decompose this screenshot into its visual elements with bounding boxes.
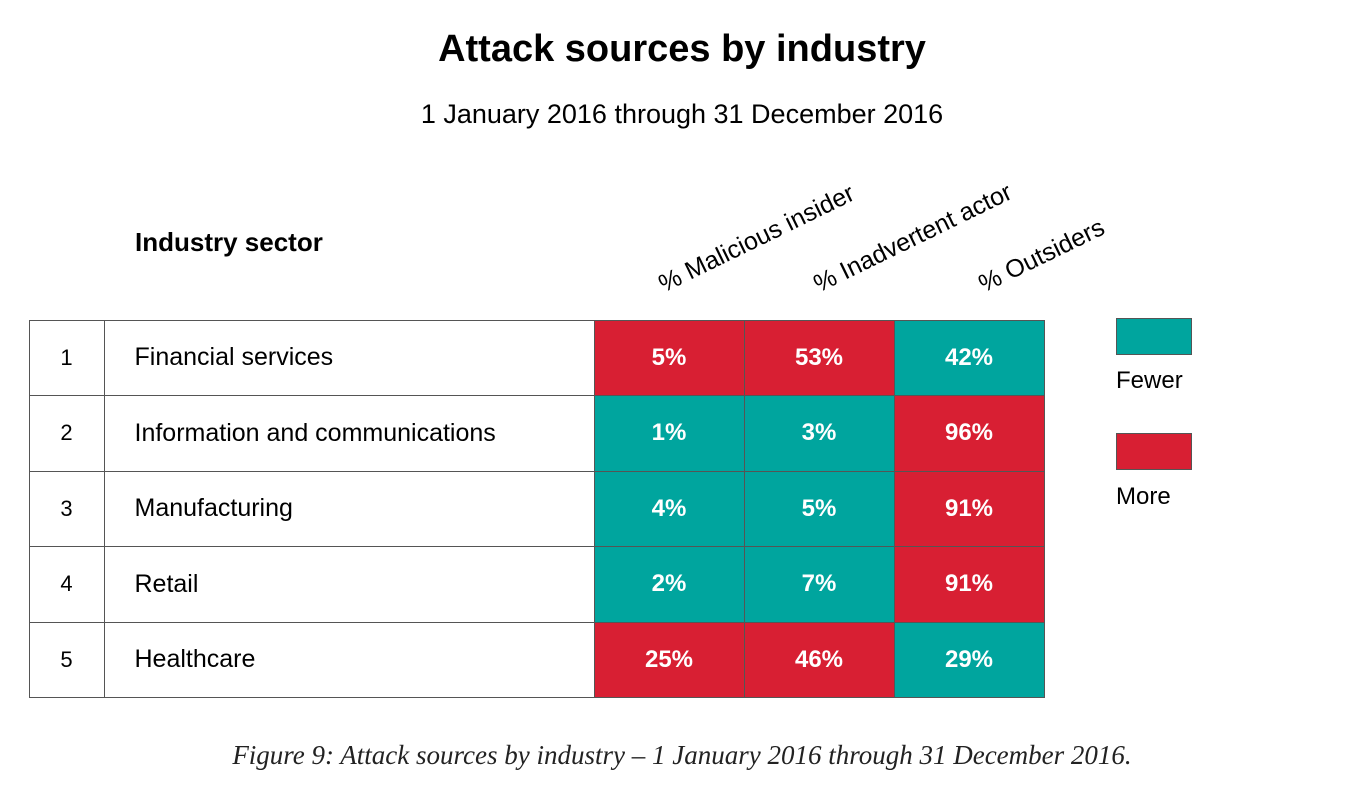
value-cell: 25% (593, 621, 745, 698)
value-cell: 5% (743, 470, 895, 547)
value-cell: 2% (593, 546, 745, 623)
value-cell: 91% (893, 470, 1045, 547)
legend-swatch-fewer (1116, 318, 1192, 355)
value-cell: 96% (893, 395, 1045, 472)
chart-title: Attack sources by industry (438, 28, 926, 70)
rank-cell: 4 (28, 546, 105, 623)
value-cell: 53% (743, 319, 895, 396)
value-cell: 91% (893, 546, 1045, 623)
value-cell: 1% (593, 395, 745, 472)
table-row: 4 Retail 2% 7% 91% (28, 546, 1045, 623)
legend-label-more: More (1116, 483, 1171, 510)
sector-cell: Information and communications (103, 395, 595, 472)
table-row: 1 Financial services 5% 53% 42% (28, 319, 1045, 396)
sector-cell: Retail (103, 546, 595, 623)
table-row: 5 Healthcare 25% 46% 29% (28, 621, 1045, 698)
value-cell: 4% (593, 470, 745, 547)
value-cell: 7% (743, 546, 895, 623)
table-row: 2 Information and communications 1% 3% 96% (28, 395, 1045, 472)
value-cell: 46% (743, 621, 895, 698)
rank-cell: 5 (28, 621, 105, 698)
rank-cell: 3 (28, 470, 105, 547)
table-row: 3 Manufacturing 4% 5% 91% (28, 470, 1045, 547)
value-cell: 5% (593, 319, 745, 396)
sector-cell: Manufacturing (103, 470, 595, 547)
row-header: Industry sector (135, 227, 323, 257)
chart-subtitle: 1 January 2016 through 31 December 2016 (420, 99, 944, 129)
value-cell: 42% (893, 319, 1045, 396)
rank-cell: 1 (28, 319, 105, 396)
legend-label-fewer: Fewer (1116, 367, 1183, 394)
value-cell: 3% (743, 395, 895, 472)
rank-cell: 2 (28, 395, 105, 472)
sector-cell: Healthcare (103, 621, 595, 698)
legend-swatch-more (1116, 433, 1192, 470)
figure-caption: Figure 9: Attack sources by industry – 1… (232, 740, 1132, 770)
column-header-outsiders: % Outsiders (974, 213, 1109, 299)
value-cell: 29% (893, 621, 1045, 698)
sector-cell: Financial services (103, 319, 595, 396)
heatmap-table: 1 Financial services 5% 53% 42% 2 Information … (28, 319, 1045, 698)
